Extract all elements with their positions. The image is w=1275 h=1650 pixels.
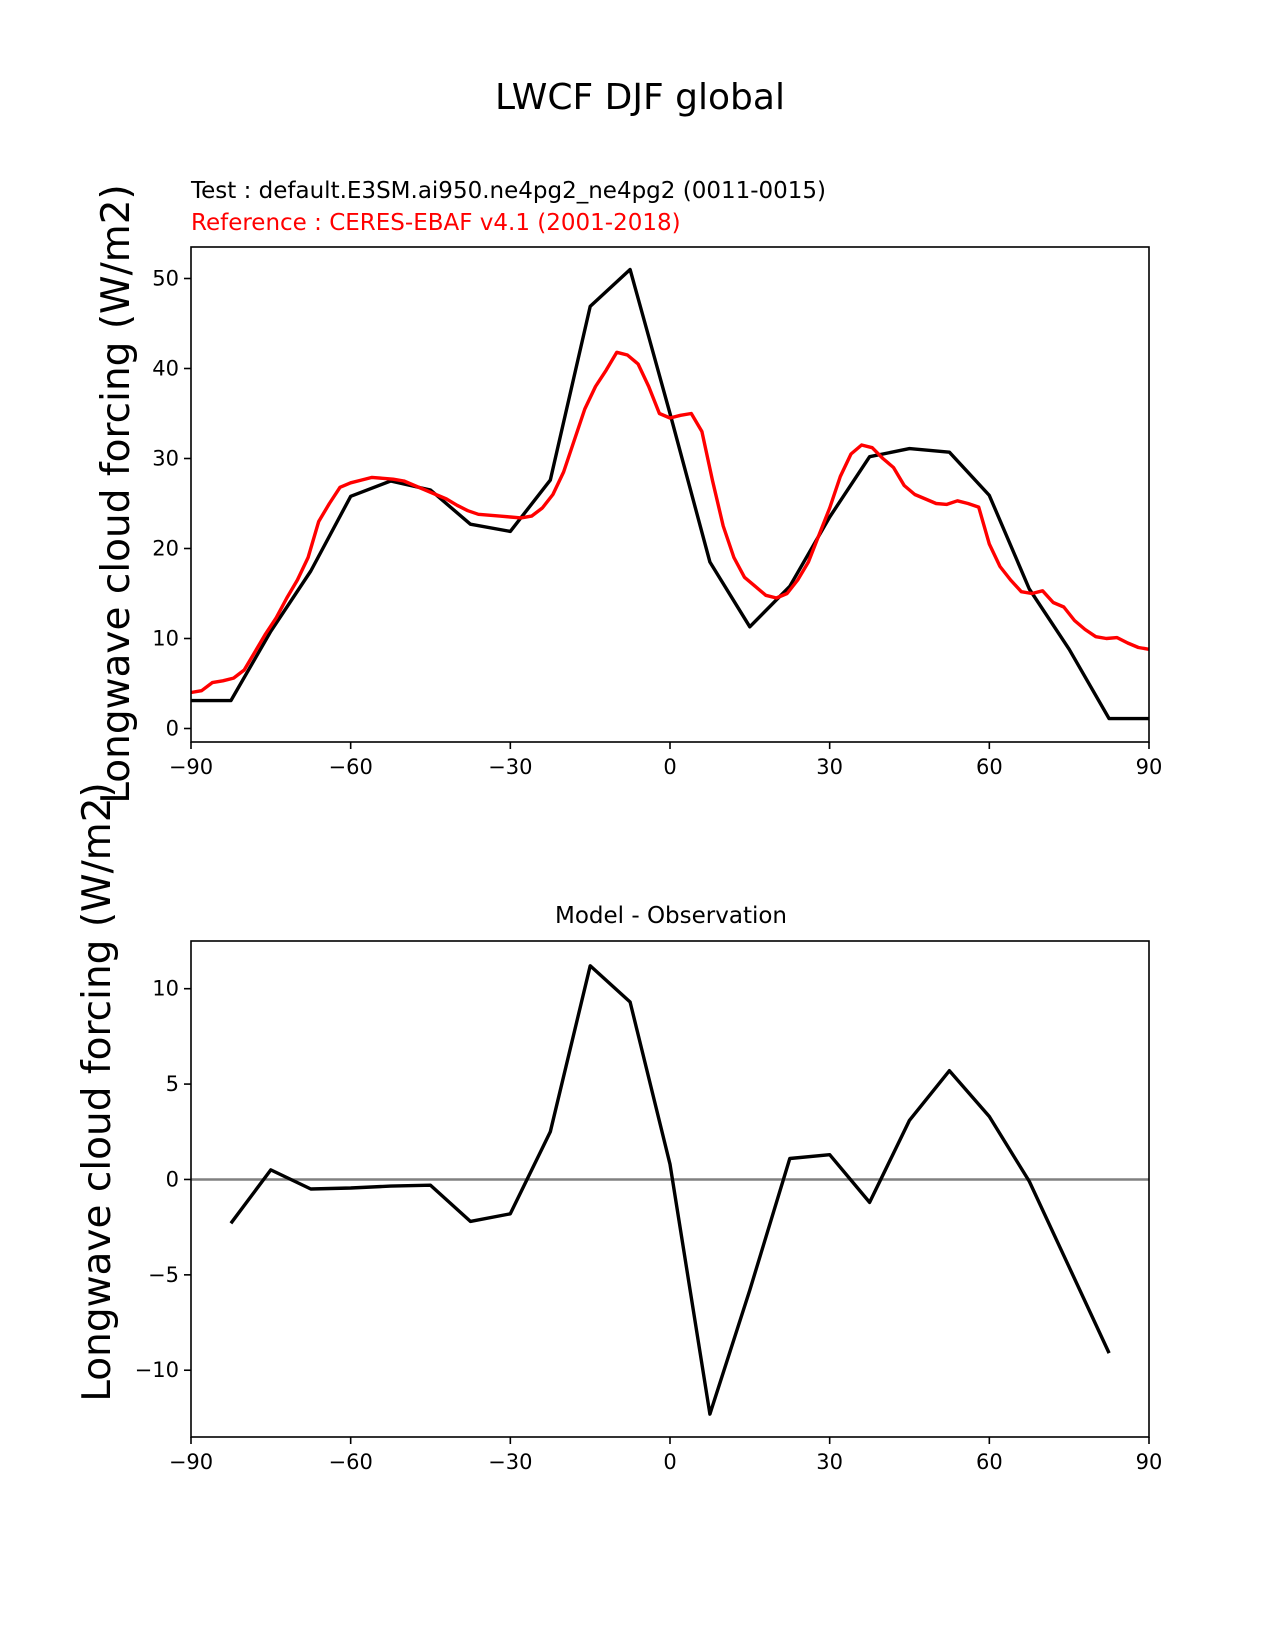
y-tick-label: 50 bbox=[152, 267, 179, 291]
y-tick-label: 0 bbox=[166, 717, 179, 741]
bottom-plot-area: −90 −60 −30 0 30 60 90 −10 −5 0 5 10 bbox=[135, 940, 1163, 1474]
series-line-test bbox=[191, 267, 1149, 721]
y-tick-label: 30 bbox=[152, 447, 179, 471]
x-tick-label: −60 bbox=[329, 1450, 373, 1474]
y-tick-label: 5 bbox=[166, 1072, 179, 1096]
x-tick-label: 0 bbox=[663, 755, 676, 779]
x-tick-label: 30 bbox=[816, 1450, 843, 1474]
top-plot-area: −90 −60 −30 0 30 60 90 0 10 20 30 40 50 bbox=[152, 246, 1163, 779]
series-line-reference bbox=[190, 350, 1150, 695]
y-tick-label: −5 bbox=[148, 1263, 179, 1287]
x-tick-label: 90 bbox=[1136, 755, 1163, 779]
test-label: Test : default.E3SM.ai950.ne4pg2_ne4pg2 … bbox=[190, 178, 826, 204]
reference-label: Reference : CERES-EBAF v4.1 (2001-2018) bbox=[191, 210, 681, 236]
y-tick-label: 10 bbox=[152, 977, 179, 1001]
x-tick-label: −30 bbox=[488, 1450, 532, 1474]
y-tick-label: 40 bbox=[152, 357, 179, 381]
x-tick-label: 0 bbox=[663, 1450, 676, 1474]
y-tick-label: 0 bbox=[166, 1167, 179, 1191]
x-tick-label: −30 bbox=[488, 755, 532, 779]
bottom-ylabel: Longwave cloud forcing (W/m2) bbox=[75, 782, 120, 1402]
x-tick-label: 30 bbox=[816, 755, 843, 779]
x-tick-label: 60 bbox=[976, 1450, 1003, 1474]
figure-title: LWCF DJF global bbox=[495, 77, 785, 118]
x-tick-label: 60 bbox=[976, 755, 1003, 779]
top-ylabel: Longwave cloud forcing (W/m2) bbox=[94, 184, 139, 804]
y-tick-label: −10 bbox=[135, 1358, 179, 1382]
x-tick-label: −60 bbox=[329, 755, 373, 779]
top-panel: Test : default.E3SM.ai950.ne4pg2_ne4pg2 … bbox=[94, 178, 1162, 804]
x-tick-label: −90 bbox=[169, 1450, 213, 1474]
x-tick-label: 90 bbox=[1136, 1450, 1163, 1474]
y-tick-label: 20 bbox=[152, 537, 179, 561]
series-line-model-observation bbox=[229, 964, 1111, 1416]
bottom-title: Model - Observation bbox=[555, 903, 787, 929]
bottom-panel: Model - Observation Longwave cloud forci… bbox=[75, 782, 1162, 1474]
x-tick-label: −90 bbox=[169, 755, 213, 779]
y-tick-label: 10 bbox=[152, 627, 179, 651]
